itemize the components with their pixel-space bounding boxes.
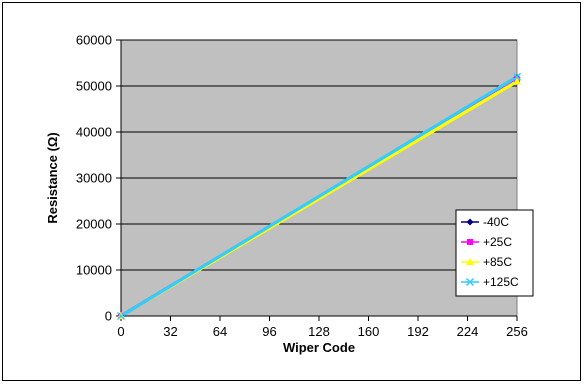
- x-tick-label: 128: [308, 324, 330, 339]
- x-tick-label: 256: [506, 324, 528, 339]
- legend-label: -40C: [483, 215, 509, 229]
- series-marker-3: [512, 72, 522, 81]
- x-tick-label: 224: [457, 324, 479, 339]
- series-marker-2: [513, 77, 521, 85]
- legend-swatch-marker: [466, 258, 474, 265]
- legend-label: +25C: [483, 235, 512, 249]
- series-line-3: [120, 75, 518, 318]
- y-tick-label: 20000: [76, 217, 112, 232]
- legend-swatch-marker: [466, 218, 474, 226]
- series-marker-3: [116, 311, 126, 321]
- legend-label: +85C: [483, 255, 512, 269]
- x-tick-label: 96: [262, 324, 276, 339]
- x-tick-label: 32: [163, 324, 177, 339]
- y-tick-label: 30000: [76, 171, 112, 186]
- y-tick-label: 0: [105, 309, 112, 324]
- legend-label: +125C: [483, 275, 519, 289]
- y-axis-title: Resistance (Ω): [45, 132, 60, 223]
- x-tick-label: 0: [117, 324, 124, 339]
- legend-swatch-marker: [467, 239, 473, 245]
- y-tick-label: 10000: [76, 263, 112, 278]
- x-axis-title: Wiper Code: [283, 340, 355, 355]
- y-tick-label: 50000: [76, 79, 112, 94]
- legend-swatch-marker: [465, 277, 475, 287]
- x-tick-label: 192: [407, 324, 429, 339]
- y-tick-label: 60000: [76, 33, 112, 48]
- x-tick-label: 160: [358, 324, 380, 339]
- x-tick-label: 64: [213, 324, 227, 339]
- y-tick-label: 40000: [76, 125, 112, 140]
